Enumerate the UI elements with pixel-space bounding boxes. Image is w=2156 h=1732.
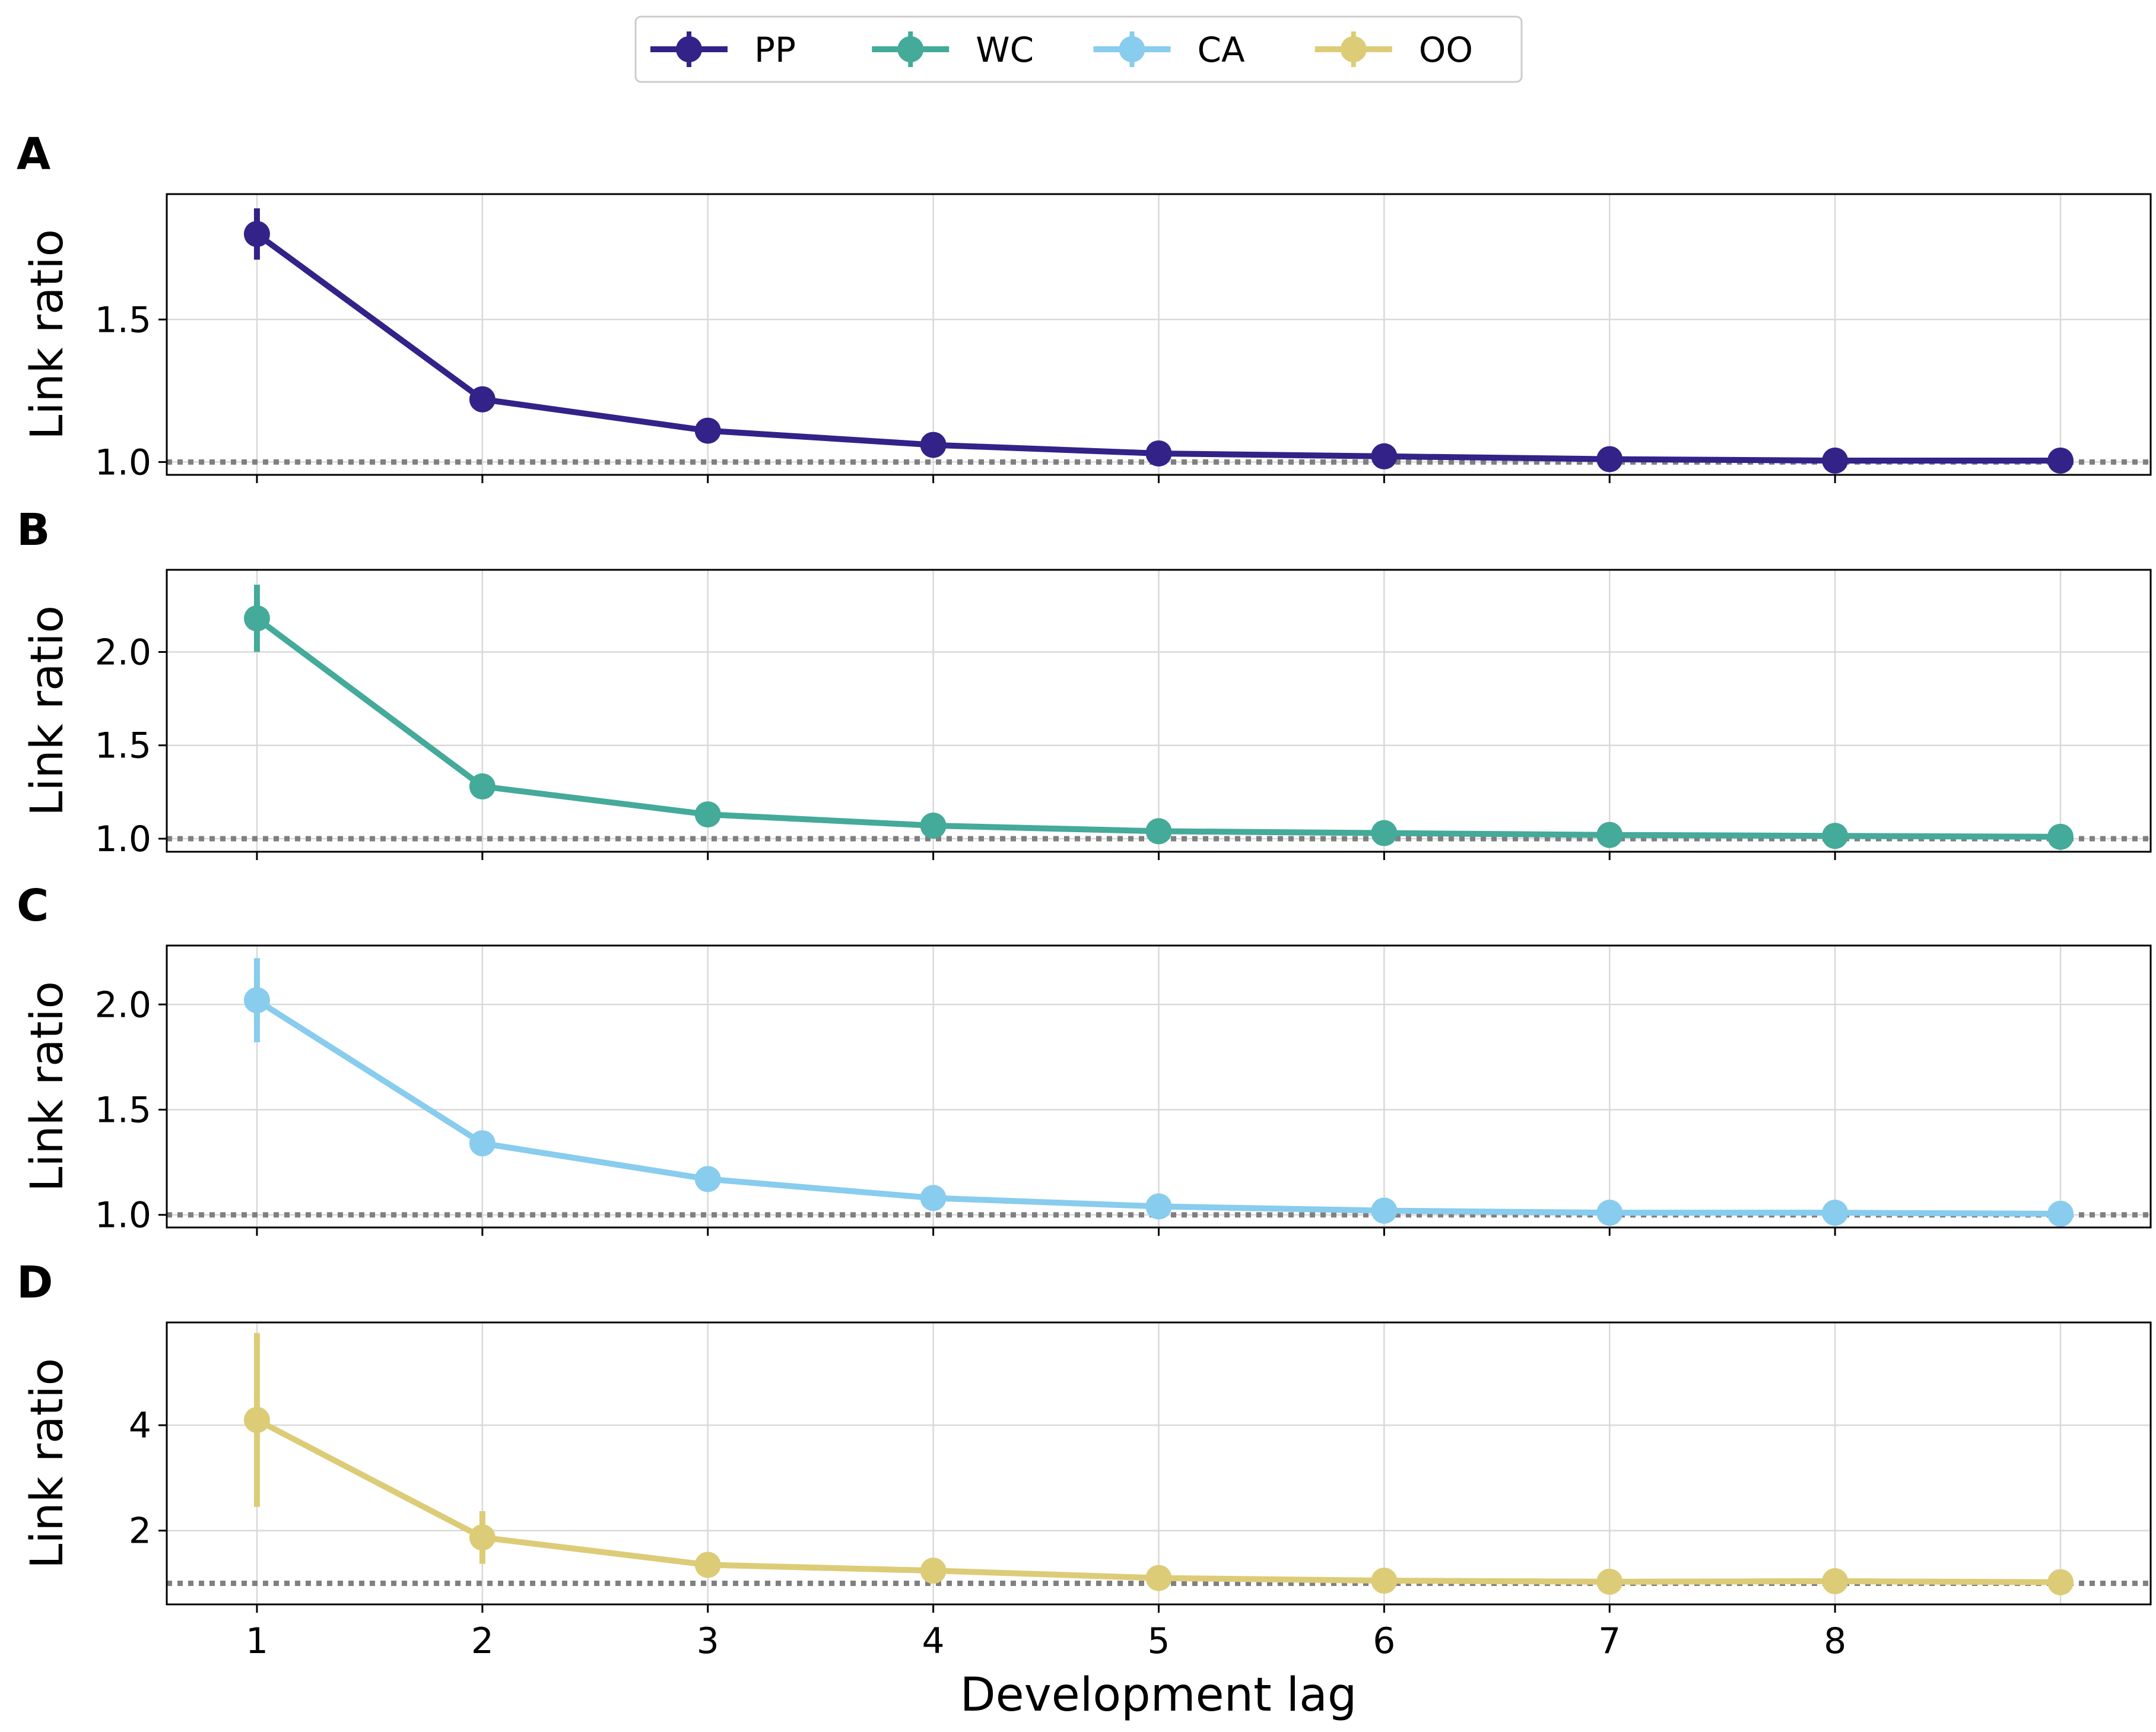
- y-tick-label: 1.5: [95, 299, 151, 341]
- data-point: [920, 432, 947, 458]
- data-point: [694, 417, 721, 444]
- y-axis-label: Link ratio: [20, 605, 73, 816]
- legend-marker: [1119, 36, 1145, 62]
- legend-marker: [676, 36, 702, 62]
- panel-a: 1.0 1.5 Link ratio A: [17, 129, 2152, 483]
- data-point: [1145, 440, 1172, 467]
- y-tick-label: 1.0: [95, 1195, 151, 1236]
- y-tick-label: 2.0: [95, 632, 151, 673]
- panel-c: 1.0 1.5 2.0 Link ratio C: [17, 880, 2152, 1236]
- data-point: [694, 1552, 721, 1578]
- data-point: [469, 386, 496, 413]
- data-point: [1596, 446, 1623, 472]
- y-tick-label: 1.0: [95, 819, 151, 860]
- data-point: [243, 605, 270, 632]
- data-point: [1371, 443, 1398, 470]
- x-tick-label: 2: [471, 1620, 494, 1662]
- x-tick-label: 3: [697, 1620, 719, 1662]
- data-point: [469, 1130, 496, 1157]
- y-tick-label: 2: [129, 1511, 151, 1552]
- data-point: [1371, 1568, 1398, 1594]
- legend-label: WC: [976, 30, 1034, 70]
- data-point: [1822, 447, 1849, 474]
- data-point: [469, 1524, 496, 1551]
- y-axis-label: Link ratio: [20, 229, 73, 440]
- data-point: [1596, 1568, 1623, 1595]
- data-point: [1822, 823, 1849, 849]
- x-tick-label: 5: [1147, 1620, 1170, 1662]
- legend-label: CA: [1198, 30, 1245, 70]
- panel-label: D: [17, 1257, 53, 1308]
- x-axis-label: Development lag: [960, 1668, 1357, 1722]
- data-point: [243, 987, 270, 1014]
- legend-marker: [897, 36, 924, 62]
- legend-entry-ca: CA: [1093, 30, 1245, 70]
- panel-d: 2 4 1 2 3 4 5 6 7 8 Link ratio D: [17, 1257, 2152, 1662]
- plot-frame: [166, 944, 2152, 1229]
- data-point: [243, 1407, 270, 1433]
- data-point: [1145, 1565, 1172, 1591]
- x-tick-label: 1: [246, 1620, 268, 1662]
- y-axis-label: Link ratio: [20, 1358, 73, 1569]
- data-point: [694, 801, 721, 828]
- x-tick-label: 7: [1598, 1620, 1621, 1662]
- plot-frame: [166, 569, 2152, 853]
- data-point: [1822, 1568, 1849, 1594]
- data-point: [243, 221, 270, 248]
- data-point: [1145, 818, 1172, 845]
- data-point: [2047, 1200, 2074, 1227]
- data-point: [1596, 1200, 1623, 1226]
- data-point: [920, 1557, 947, 1584]
- legend-label: PP: [754, 30, 796, 70]
- panel-label: B: [17, 505, 50, 556]
- y-tick-label: 1.5: [95, 725, 151, 767]
- plot-frame: [166, 1321, 2152, 1606]
- data-point: [1371, 1197, 1398, 1224]
- data-point: [469, 773, 496, 800]
- legend-entry-pp: PP: [650, 30, 796, 70]
- data-point: [2047, 1569, 2074, 1595]
- data-point: [1145, 1193, 1172, 1220]
- x-tick-label: 8: [1824, 1620, 1846, 1662]
- y-tick-label: 4: [129, 1405, 151, 1446]
- data-point: [920, 1185, 947, 1211]
- legend-label: OO: [1419, 30, 1473, 70]
- legend-entry-wc: WC: [872, 30, 1034, 70]
- panel-label: C: [17, 880, 49, 931]
- data-point: [694, 1166, 721, 1192]
- y-tick-label: 1.0: [95, 442, 151, 483]
- data-point: [2047, 447, 2074, 474]
- data-point: [2047, 823, 2074, 850]
- data-point: [1371, 820, 1398, 846]
- x-tick-label: 6: [1373, 1620, 1395, 1662]
- y-axis-label: Link ratio: [20, 981, 73, 1192]
- y-tick-label: 2.0: [95, 984, 151, 1026]
- data-point: [1822, 1200, 1849, 1226]
- legend-entry-oo: OO: [1314, 30, 1473, 70]
- panel-label: A: [17, 129, 50, 180]
- data-point: [920, 812, 947, 839]
- x-tick-label: 4: [922, 1620, 945, 1662]
- legend: PP WC CA OO: [634, 15, 1523, 83]
- data-point: [1596, 821, 1623, 848]
- plot-frame: [166, 193, 2152, 476]
- y-tick-label: 1.5: [95, 1089, 151, 1131]
- legend-marker: [1340, 36, 1367, 62]
- legend-frame: [634, 15, 1523, 83]
- panel-b: 1.0 1.5 2.0 Link ratio B: [17, 505, 2152, 860]
